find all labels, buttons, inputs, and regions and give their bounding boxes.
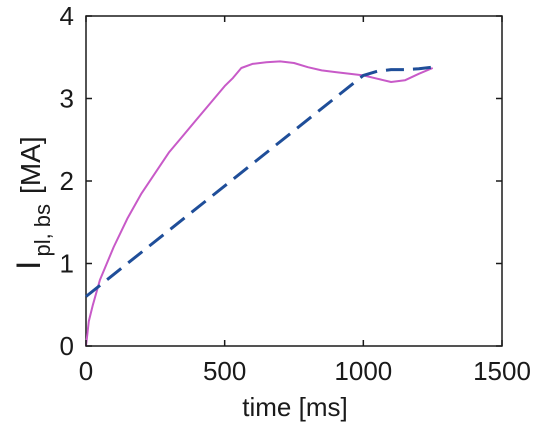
x-axis-label: time [ms] bbox=[242, 392, 347, 422]
y-tick-label: 4 bbox=[60, 1, 74, 31]
series-line-2 bbox=[85, 65, 433, 298]
series-line-1 bbox=[85, 60, 434, 347]
x-tick-label: 1000 bbox=[334, 356, 392, 386]
y-axis-label-unit: [MA] bbox=[15, 136, 46, 194]
plot-group bbox=[85, 15, 503, 347]
svg-text:I pl, bs [MA]: I pl, bs [MA] bbox=[10, 136, 55, 270]
y-axis-label: I pl, bs [MA] bbox=[10, 136, 55, 270]
y-tick-label: 0 bbox=[60, 331, 74, 361]
y-tick-label: 2 bbox=[60, 166, 74, 196]
y-tick-label: 1 bbox=[60, 249, 74, 279]
ticks-group: 0 500 1000 1500 0 1 2 3 4 bbox=[60, 1, 531, 386]
x-tick-label: 0 bbox=[79, 356, 93, 386]
plot-frame bbox=[85, 15, 503, 347]
x-tick-label: 1500 bbox=[473, 356, 531, 386]
x-tick-label: 500 bbox=[203, 356, 246, 386]
y-axis-label-main: I bbox=[10, 261, 48, 270]
y-tick-label: 3 bbox=[60, 84, 74, 114]
y-axis-label-subscript: pl, bs bbox=[30, 204, 55, 257]
